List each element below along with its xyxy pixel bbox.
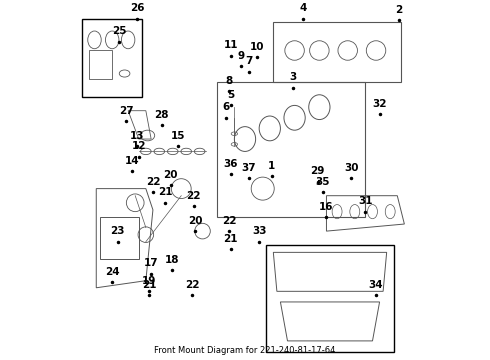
Text: 37: 37 — [241, 163, 256, 173]
Text: 23: 23 — [110, 226, 125, 237]
Text: Front Mount Diagram for 221-240-81-17-64: Front Mount Diagram for 221-240-81-17-64 — [154, 346, 336, 355]
Bar — [89, 50, 112, 79]
Text: 21: 21 — [223, 234, 238, 243]
Text: 22: 22 — [185, 280, 199, 289]
Text: 22: 22 — [222, 216, 236, 226]
Text: 36: 36 — [223, 159, 238, 169]
Text: 13: 13 — [130, 131, 144, 141]
Text: 1: 1 — [268, 161, 275, 171]
Text: 14: 14 — [124, 156, 139, 166]
Text: 27: 27 — [119, 106, 134, 116]
Text: 2: 2 — [395, 5, 403, 15]
Text: 15: 15 — [171, 131, 185, 141]
Text: 22: 22 — [186, 191, 201, 201]
Text: 26: 26 — [130, 3, 144, 13]
Text: 35: 35 — [316, 177, 330, 187]
Text: 28: 28 — [154, 109, 169, 120]
Text: 7: 7 — [245, 57, 252, 67]
Text: 33: 33 — [252, 226, 267, 237]
Text: 30: 30 — [344, 163, 359, 173]
Text: 9: 9 — [238, 51, 245, 61]
Text: 17: 17 — [144, 258, 158, 268]
Bar — [82, 19, 142, 96]
Text: 29: 29 — [310, 166, 325, 176]
Text: 18: 18 — [165, 255, 180, 265]
Text: 34: 34 — [368, 280, 383, 289]
Text: 4: 4 — [300, 3, 307, 13]
Text: 31: 31 — [358, 196, 373, 206]
Text: 24: 24 — [105, 267, 120, 277]
Text: 20: 20 — [163, 170, 178, 180]
Text: 25: 25 — [112, 26, 126, 36]
Text: 11: 11 — [223, 40, 238, 50]
Text: 21: 21 — [142, 280, 157, 289]
Text: 16: 16 — [319, 202, 334, 212]
Text: 32: 32 — [372, 99, 387, 109]
Text: 6: 6 — [222, 103, 229, 112]
Text: 5: 5 — [227, 90, 234, 100]
Text: 10: 10 — [250, 41, 265, 51]
Text: 3: 3 — [289, 72, 296, 82]
Bar — [100, 217, 139, 260]
Text: 12: 12 — [131, 141, 146, 152]
Text: 22: 22 — [146, 177, 160, 187]
Text: 21: 21 — [158, 188, 172, 198]
Text: 20: 20 — [188, 216, 203, 226]
Bar — [266, 245, 394, 351]
Text: 19: 19 — [142, 276, 157, 286]
Text: 8: 8 — [225, 76, 233, 86]
